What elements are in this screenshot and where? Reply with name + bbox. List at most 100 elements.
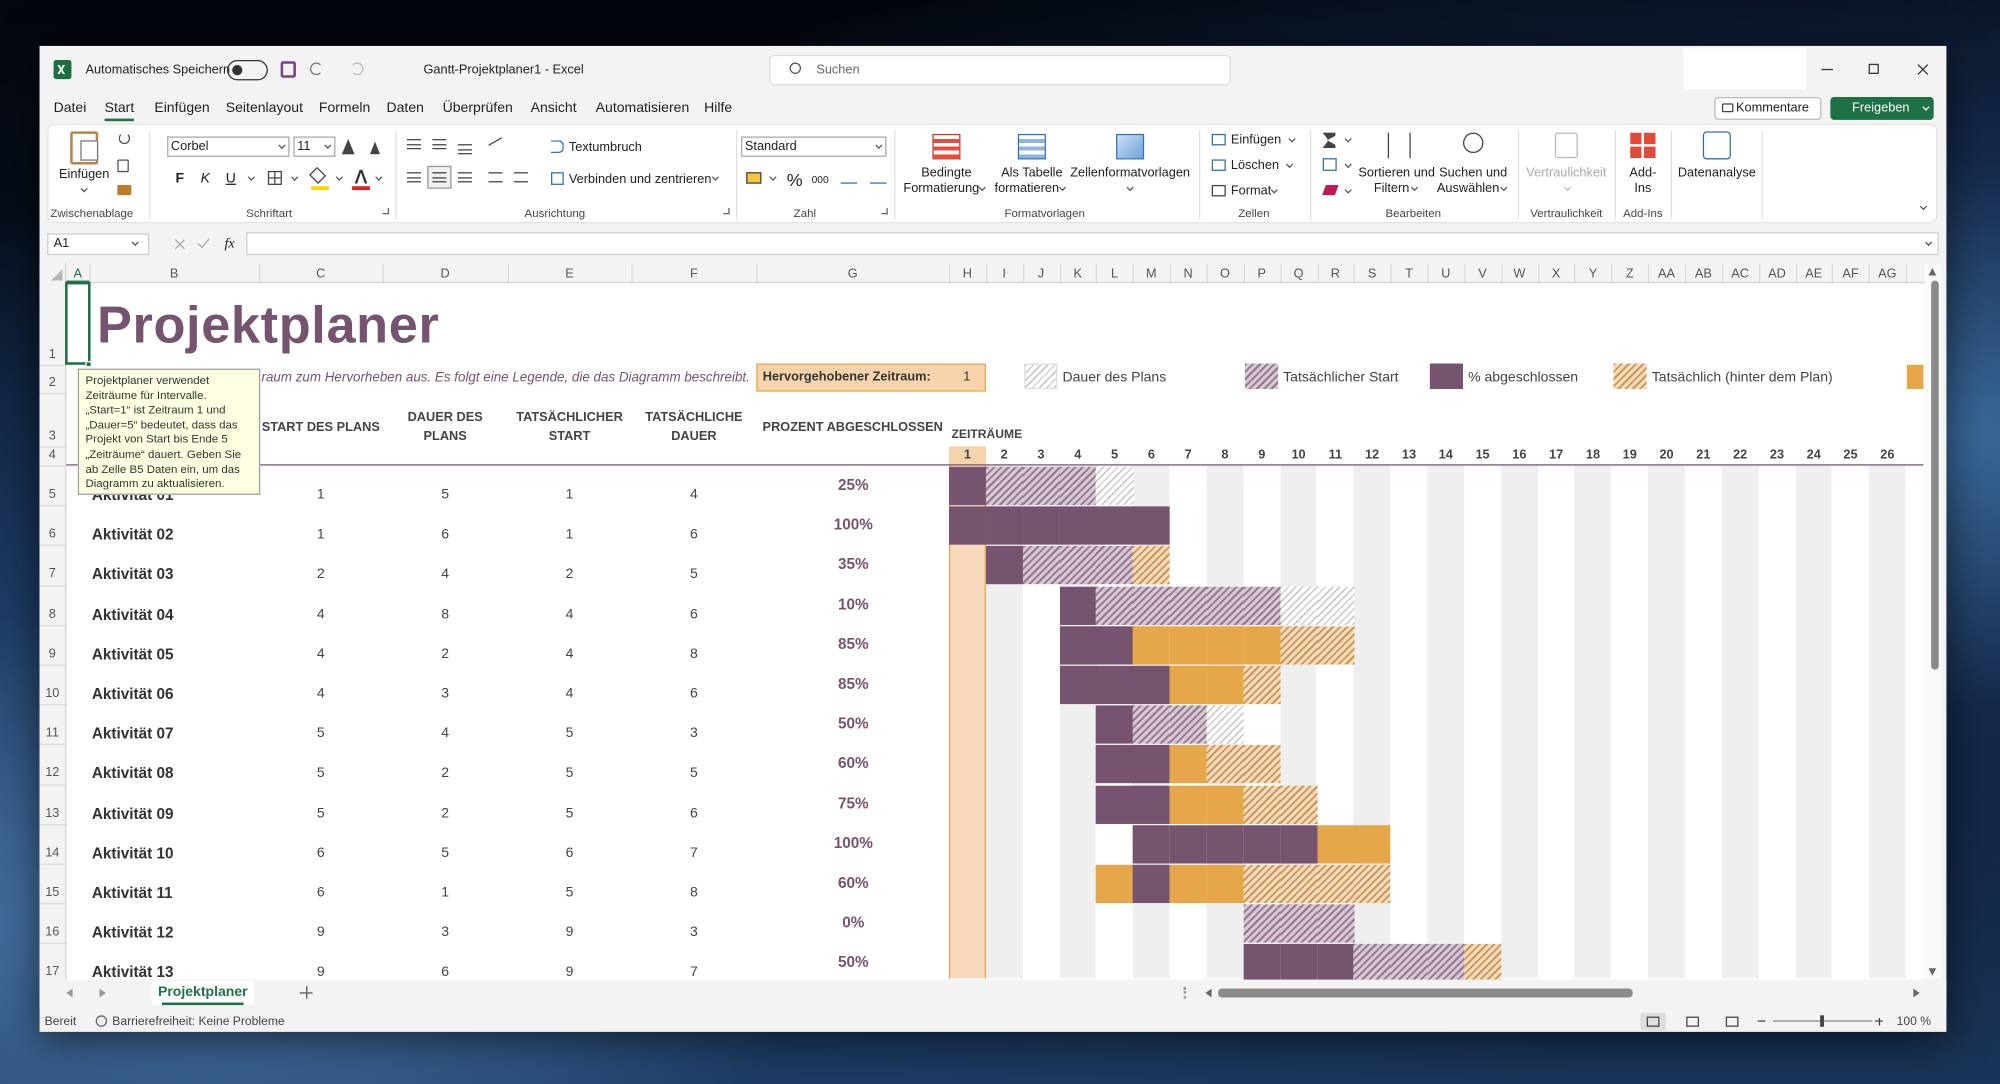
highlight-box: [756, 363, 986, 392]
currency-icon[interactable]: [746, 172, 762, 184]
zoom-thumb[interactable]: [1820, 1015, 1824, 1027]
thousands-button[interactable]: 000: [811, 174, 829, 186]
tab-prev[interactable]: [66, 988, 73, 998]
align-icon[interactable]: [406, 172, 421, 183]
cell-value: 8: [689, 646, 698, 662]
menu-tab[interactable]: Start: [104, 100, 135, 117]
horizontal-scroll-thumb[interactable]: [1218, 988, 1633, 998]
name-box[interactable]: [47, 233, 150, 256]
zoom-out[interactable]: [1757, 1020, 1766, 1022]
minimize[interactable]: [1821, 68, 1833, 71]
indent-icon[interactable]: [488, 172, 503, 183]
gantt-beyond: [1243, 665, 1281, 705]
delete-icon[interactable]: [1211, 159, 1226, 171]
redo-icon[interactable]: [350, 62, 364, 76]
column-header: AG: [1878, 267, 1897, 282]
formula-input[interactable]: [246, 232, 1939, 256]
table-icon[interactable]: [1017, 133, 1046, 160]
cell-styles-icon[interactable]: [1116, 133, 1145, 160]
menu-tab[interactable]: Formeln: [318, 100, 371, 117]
cell-value: 7: [689, 964, 698, 981]
hscroll-left[interactable]: [1205, 988, 1212, 998]
add-sheet-v: [306, 985, 308, 999]
borders-icon[interactable]: [267, 170, 282, 185]
gantt-done: [1096, 665, 1134, 705]
share-button[interactable]: [1830, 96, 1934, 120]
find-icon[interactable]: [1463, 132, 1484, 154]
font-size-box[interactable]: [293, 136, 336, 157]
font-color-bar[interactable]: [352, 186, 370, 191]
bold-button[interactable]: F: [175, 170, 185, 187]
gantt-actual: [1132, 705, 1171, 744]
underline-button[interactable]: U: [225, 170, 236, 187]
row-header-divider: [39, 664, 67, 666]
column-header: C: [316, 267, 326, 282]
menu-tab[interactable]: Ansicht: [530, 100, 577, 117]
wrap-icon[interactable]: [551, 140, 564, 154]
sheet-tab[interactable]: [151, 980, 254, 1006]
shrink-font[interactable]: [369, 141, 381, 155]
merge-icon[interactable]: [551, 172, 564, 185]
search-box[interactable]: [769, 54, 1231, 86]
number-format-box[interactable]: [741, 136, 887, 157]
cell-value: 9: [565, 924, 574, 941]
autosave-toggle[interactable]: [227, 59, 268, 81]
format-icon[interactable]: [1211, 184, 1226, 197]
cell-value: 4: [565, 686, 574, 702]
menu-tab[interactable]: Datei: [53, 100, 87, 117]
gantt-done: [1059, 626, 1097, 665]
align-icon[interactable]: [406, 139, 421, 150]
menu-tab[interactable]: Hilfe: [704, 100, 733, 117]
tab-next[interactable]: [99, 988, 106, 998]
sheet-tab-label[interactable]: Projektplaner: [157, 984, 248, 1000]
vertical-scroll-thumb[interactable]: [1931, 280, 1939, 670]
column-header-divider: [258, 264, 261, 284]
label: Sortieren und: [1358, 166, 1435, 181]
decimal-less[interactable]: [869, 171, 887, 184]
menu-tab[interactable]: Seitenlayout: [225, 100, 303, 117]
undo-icon[interactable]: [309, 62, 323, 76]
period-number: 15: [1475, 448, 1490, 463]
conditional-icon[interactable]: [932, 133, 961, 160]
align-icon[interactable]: [457, 172, 472, 183]
comments-button[interactable]: [1714, 96, 1822, 120]
scroll-down[interactable]: [1928, 968, 1937, 976]
menu-tab[interactable]: Automatisieren: [595, 100, 690, 117]
cell-value: 6: [565, 845, 574, 861]
fill-down-icon[interactable]: [1322, 158, 1337, 171]
sort-icon[interactable]: [1382, 132, 1411, 159]
gantt-actual: [1059, 466, 1097, 506]
decimal-more[interactable]: [840, 171, 858, 184]
zoom-level[interactable]: 100 %: [1896, 1014, 1932, 1029]
period-number: 6: [1147, 448, 1155, 463]
insert-icon[interactable]: [1211, 133, 1226, 146]
hscroll-right[interactable]: [1913, 988, 1920, 998]
cut-icon[interactable]: [118, 132, 131, 145]
insert-function[interactable]: fx: [224, 235, 235, 252]
italic-button[interactable]: K: [200, 170, 211, 187]
scroll-up[interactable]: [1928, 267, 1937, 276]
normal-view[interactable]: [1640, 1012, 1666, 1031]
indent-icon[interactable]: [514, 172, 529, 183]
align-icon[interactable]: [432, 139, 447, 150]
menu-tab[interactable]: Überprüfen: [442, 100, 513, 117]
label: A1: [53, 236, 70, 251]
analysis-icon[interactable]: [1702, 131, 1731, 160]
status-text[interactable]: Barrierefreiheit: Keine Probleme: [112, 1014, 285, 1029]
format-painter[interactable]: [117, 184, 132, 196]
align-icon[interactable]: [457, 144, 472, 155]
maximize[interactable]: [1868, 63, 1879, 74]
group-separator: [1517, 130, 1520, 220]
column-header-divider: [89, 264, 91, 284]
save-icon[interactable]: [280, 61, 296, 78]
group-separator: [1761, 130, 1763, 220]
copy-icon[interactable]: [117, 159, 129, 173]
align-icon[interactable]: [432, 172, 447, 183]
menu-tab[interactable]: Einfügen: [154, 100, 210, 117]
highlight-period-value[interactable]: 1: [963, 370, 971, 385]
percent-button[interactable]: %: [786, 169, 803, 191]
font-name-box[interactable]: [167, 136, 290, 157]
page-break-icon[interactable]: [1725, 1016, 1739, 1027]
page-layout-icon[interactable]: [1686, 1016, 1699, 1027]
menu-tab[interactable]: Daten: [386, 100, 424, 117]
